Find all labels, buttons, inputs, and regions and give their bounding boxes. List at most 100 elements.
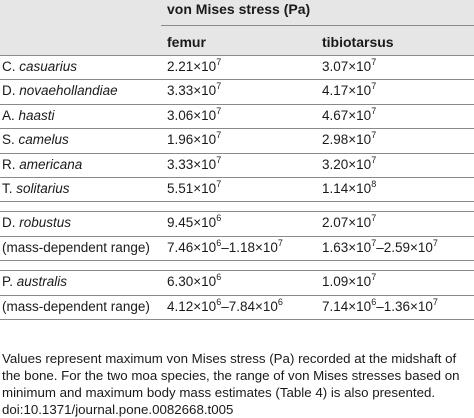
femur-cell: 2.21×107 bbox=[167, 55, 221, 79]
tibiotarsus-range-high-exponent: 7 bbox=[432, 296, 438, 307]
femur-range-high-mantissa: 7.84 bbox=[228, 299, 255, 314]
tibiotarsus-column-header: tibiotarsus bbox=[322, 34, 394, 50]
times-ten: ×10 bbox=[348, 215, 372, 230]
femur-range-low-mantissa: 7.46 bbox=[167, 240, 194, 255]
tibiotarsus-value-exponent: 7 bbox=[371, 212, 377, 223]
times-ten: ×10 bbox=[348, 240, 372, 255]
times-ten: ×10 bbox=[193, 274, 217, 289]
femur-range-high-exponent: 6 bbox=[277, 296, 283, 307]
genus-abbrev: R. bbox=[2, 157, 16, 172]
times-ten: ×10 bbox=[193, 59, 217, 74]
doi-text: doi:10.1371/journal.pone.0082668.t005 bbox=[2, 402, 234, 417]
times-ten: ×10 bbox=[255, 240, 278, 255]
femur-cell: 3.33×107 bbox=[167, 153, 221, 177]
table-row: C. casuarius 2.21×107 3.07×107 bbox=[0, 55, 474, 79]
table-row: (mass-dependent range) 4.12×106–7.84×106 7… bbox=[0, 295, 474, 319]
femur-cell: 7.46×106–1.18×107 bbox=[167, 236, 283, 260]
times-ten: ×10 bbox=[193, 132, 217, 147]
row-divider bbox=[0, 211, 474, 212]
tibiotarsus-value-mantissa: 1.09 bbox=[322, 274, 349, 289]
femur-cell: 3.06×107 bbox=[167, 104, 221, 128]
row-divider bbox=[0, 153, 474, 154]
times-ten: ×10 bbox=[193, 181, 217, 196]
tibiotarsus-cell: 7.14×106–1.36×107 bbox=[322, 295, 438, 319]
caption-line: the bone. For the two moa species, the r… bbox=[2, 368, 460, 383]
femur-value-exponent: 7 bbox=[216, 56, 222, 67]
species-cell: (mass-dependent range) bbox=[2, 295, 150, 319]
species-epithet: americana bbox=[19, 157, 83, 172]
femur-value-exponent: 7 bbox=[216, 80, 222, 91]
femur-value-mantissa: 1.96 bbox=[167, 132, 194, 147]
femur-value-exponent: 6 bbox=[216, 271, 222, 282]
times-ten: ×10 bbox=[193, 299, 217, 314]
femur-value-mantissa: 5.51 bbox=[167, 181, 194, 196]
table-row: D. robustus 9.45×106 2.07×107 bbox=[0, 211, 474, 235]
tibiotarsus-value-exponent: 7 bbox=[371, 271, 377, 282]
caption-line: Values represent maximum von Mises stres… bbox=[2, 351, 457, 366]
species-epithet: australis bbox=[16, 274, 68, 289]
genus-abbrev: T. bbox=[2, 181, 13, 196]
tibiotarsus-range-high-exponent: 7 bbox=[432, 237, 438, 248]
row-divider bbox=[0, 201, 474, 202]
femur-value-mantissa: 3.06 bbox=[167, 108, 194, 123]
times-ten: ×10 bbox=[348, 83, 372, 98]
tibiotarsus-value-mantissa: 4.67 bbox=[322, 108, 349, 123]
times-ten: ×10 bbox=[193, 215, 217, 230]
tibiotarsus-value-mantissa: 3.20 bbox=[322, 157, 349, 172]
tibiotarsus-value-exponent: 7 bbox=[371, 105, 377, 116]
tibiotarsus-value-mantissa: 3.07 bbox=[322, 59, 349, 74]
species-cell: P. australis bbox=[2, 270, 67, 294]
row-divider bbox=[0, 104, 474, 105]
table-row: T. solitarius 5.51×107 1.14×108 bbox=[0, 177, 474, 201]
femur-value-mantissa: 3.33 bbox=[167, 83, 194, 98]
tibiotarsus-value-mantissa: 2.98 bbox=[322, 132, 349, 147]
species-cell: A. haasti bbox=[2, 104, 55, 128]
times-ten: ×10 bbox=[348, 59, 372, 74]
row-divider bbox=[0, 79, 474, 80]
tibiotarsus-range-high-mantissa: 1.36 bbox=[383, 299, 410, 314]
range-dash: – bbox=[221, 240, 229, 255]
stress-column-group-header: von Mises stress (Pa) bbox=[167, 1, 311, 17]
tibiotarsus-value-exponent: 7 bbox=[371, 80, 377, 91]
range-dash: – bbox=[221, 299, 229, 314]
times-ten: ×10 bbox=[348, 181, 372, 196]
row-divider bbox=[0, 295, 474, 296]
species-cell: C. casuarius bbox=[2, 55, 77, 79]
genus-abbrev: P. bbox=[2, 274, 14, 289]
femur-range-low-exponent: 6 bbox=[216, 237, 222, 248]
tibiotarsus-cell: 4.67×107 bbox=[322, 104, 376, 128]
table-row: D. novaehollandiae 3.33×107 4.17×107 bbox=[0, 79, 474, 103]
tibiotarsus-cell: 1.14×108 bbox=[322, 177, 376, 201]
times-ten: ×10 bbox=[348, 299, 372, 314]
tibiotarsus-value-exponent: 7 bbox=[371, 56, 377, 67]
row-divider bbox=[0, 55, 474, 56]
femur-range-high-exponent: 7 bbox=[277, 237, 283, 248]
row-divider bbox=[0, 270, 474, 271]
femur-range-low-mantissa: 4.12 bbox=[167, 299, 194, 314]
femur-value-exponent: 7 bbox=[216, 105, 222, 116]
genus-abbrev: D. bbox=[2, 215, 16, 230]
tibiotarsus-value-exponent: 8 bbox=[371, 178, 377, 189]
tibiotarsus-value-mantissa: 1.14 bbox=[322, 181, 349, 196]
genus-abbrev: S. bbox=[2, 132, 15, 147]
tibiotarsus-range-low-mantissa: 7.14 bbox=[322, 299, 349, 314]
tibiotarsus-range-low-mantissa: 1.63 bbox=[322, 240, 349, 255]
times-ten: ×10 bbox=[193, 240, 217, 255]
species-epithet: haasti bbox=[18, 108, 55, 123]
femur-cell: 9.45×106 bbox=[167, 211, 221, 235]
species-epithet: solitarius bbox=[16, 181, 70, 196]
tibiotarsus-value-exponent: 7 bbox=[371, 154, 377, 165]
species-epithet: novaehollandiae bbox=[19, 83, 118, 98]
tibiotarsus-value-exponent: 7 bbox=[371, 129, 377, 140]
tibiotarsus-cell: 3.07×107 bbox=[322, 55, 376, 79]
times-ten: ×10 bbox=[255, 299, 278, 314]
species-cell: S. camelus bbox=[2, 128, 69, 152]
column-header-row: femur tibiotarsus bbox=[0, 26, 474, 55]
row-divider bbox=[0, 236, 474, 237]
times-ten: ×10 bbox=[193, 157, 217, 172]
species-cell: R. americana bbox=[2, 153, 82, 177]
tibiotarsus-cell: 2.07×107 bbox=[322, 211, 376, 235]
femur-value-exponent: 6 bbox=[216, 212, 222, 223]
species-cell: D. robustus bbox=[2, 211, 71, 235]
femur-cell: 6.30×106 bbox=[167, 270, 221, 294]
